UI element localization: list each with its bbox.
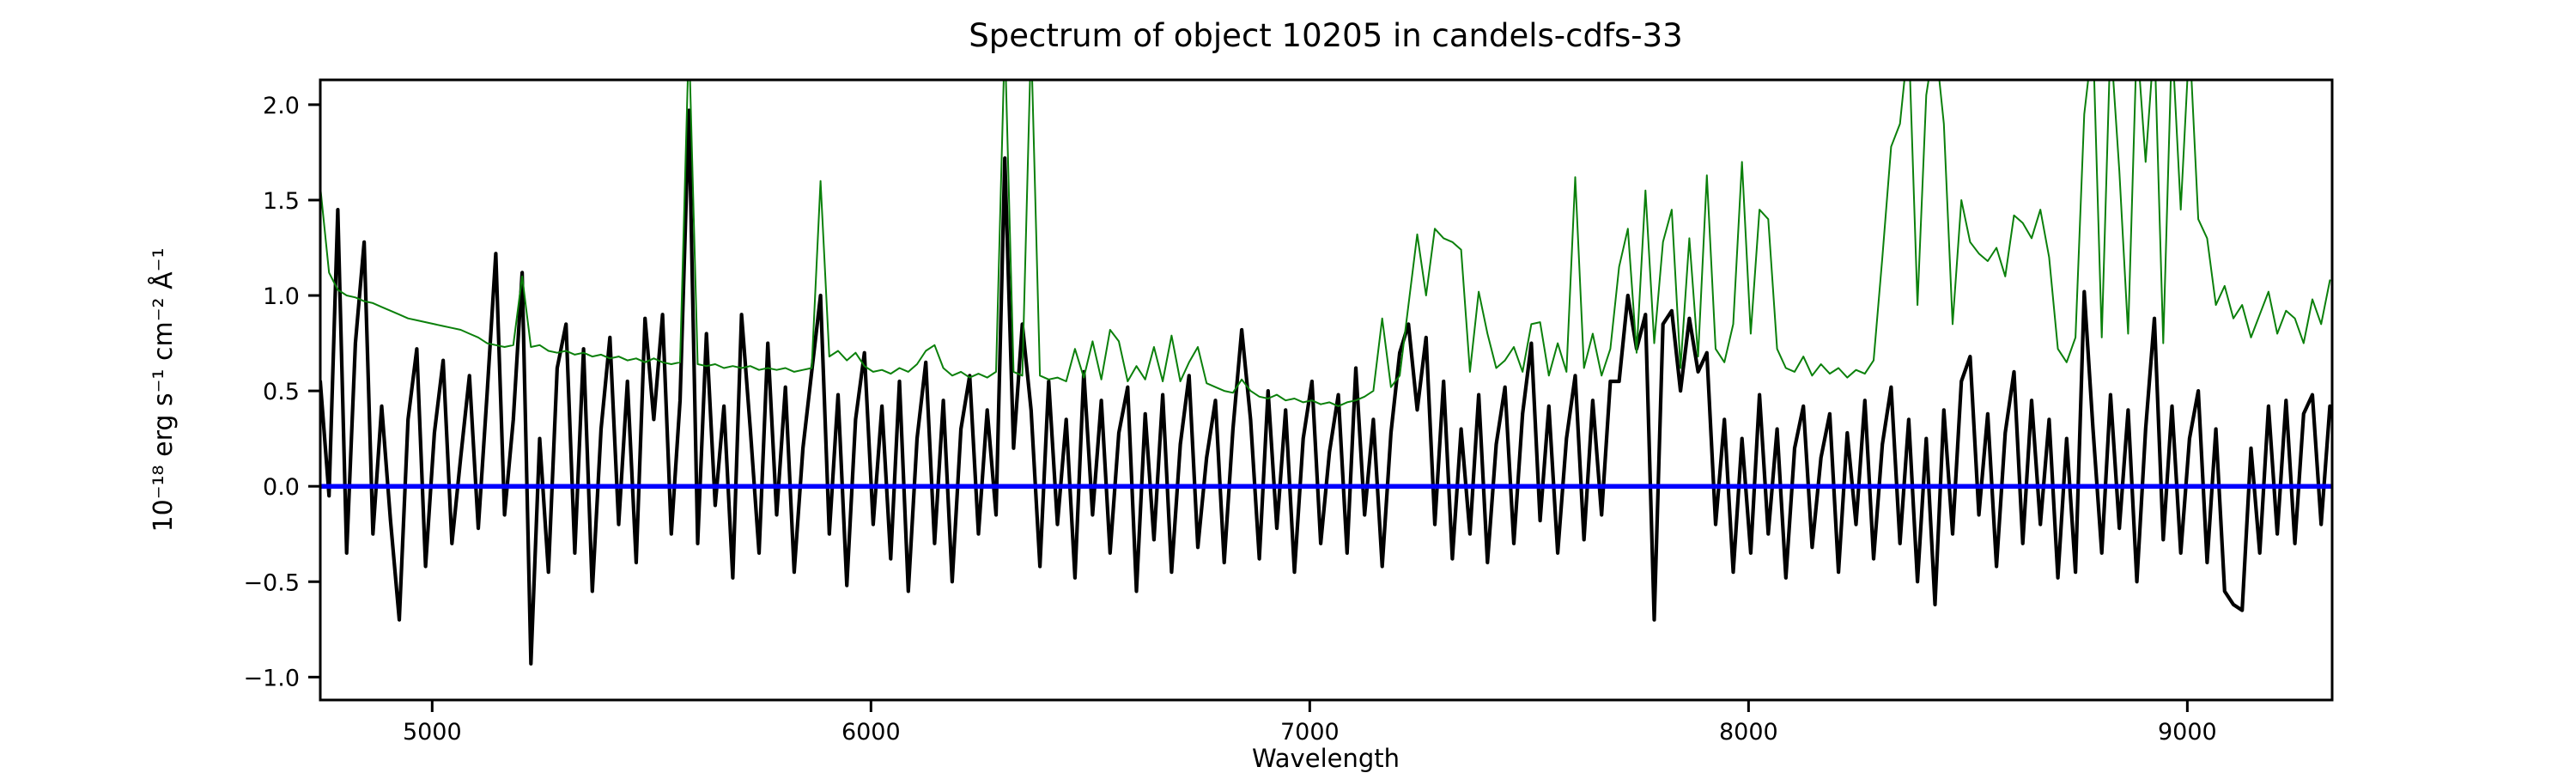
axes-frame <box>319 78 2334 702</box>
y-tick-label: 1.0 <box>263 283 300 310</box>
y-tick-label: 0.5 <box>263 379 300 405</box>
y-tick-label: 1.5 <box>263 188 300 215</box>
x-tick-label: 5000 <box>403 719 462 746</box>
noise-spectrum-line <box>320 80 2331 407</box>
y-tick-label: 2.0 <box>263 93 300 119</box>
x-axis-ticks: 5000 6000 7000 8000 9000 <box>403 700 2217 746</box>
y-tick-label: −1.0 <box>243 665 300 691</box>
plot-title: Spectrum of object 10205 in candels-cdfs… <box>969 17 1682 54</box>
x-tick-label: 7000 <box>1280 719 1340 746</box>
y-axis-label: 10⁻¹⁸ erg s⁻¹ cm⁻² Å⁻¹ <box>148 248 179 533</box>
x-tick-label: 9000 <box>2158 719 2217 746</box>
data-series <box>320 80 2332 666</box>
y-tick-label: −0.5 <box>243 569 300 596</box>
y-axis-ticks: 2.0 1.5 1.0 0.5 0.0 −0.5 −1.0 <box>243 93 320 691</box>
x-tick-label: 6000 <box>841 719 901 746</box>
y-tick-label: 0.0 <box>263 474 300 501</box>
x-axis-label: Wavelength <box>1252 744 1400 773</box>
flux-spectrum-line <box>320 108 2332 666</box>
x-tick-label: 8000 <box>1719 719 1778 746</box>
